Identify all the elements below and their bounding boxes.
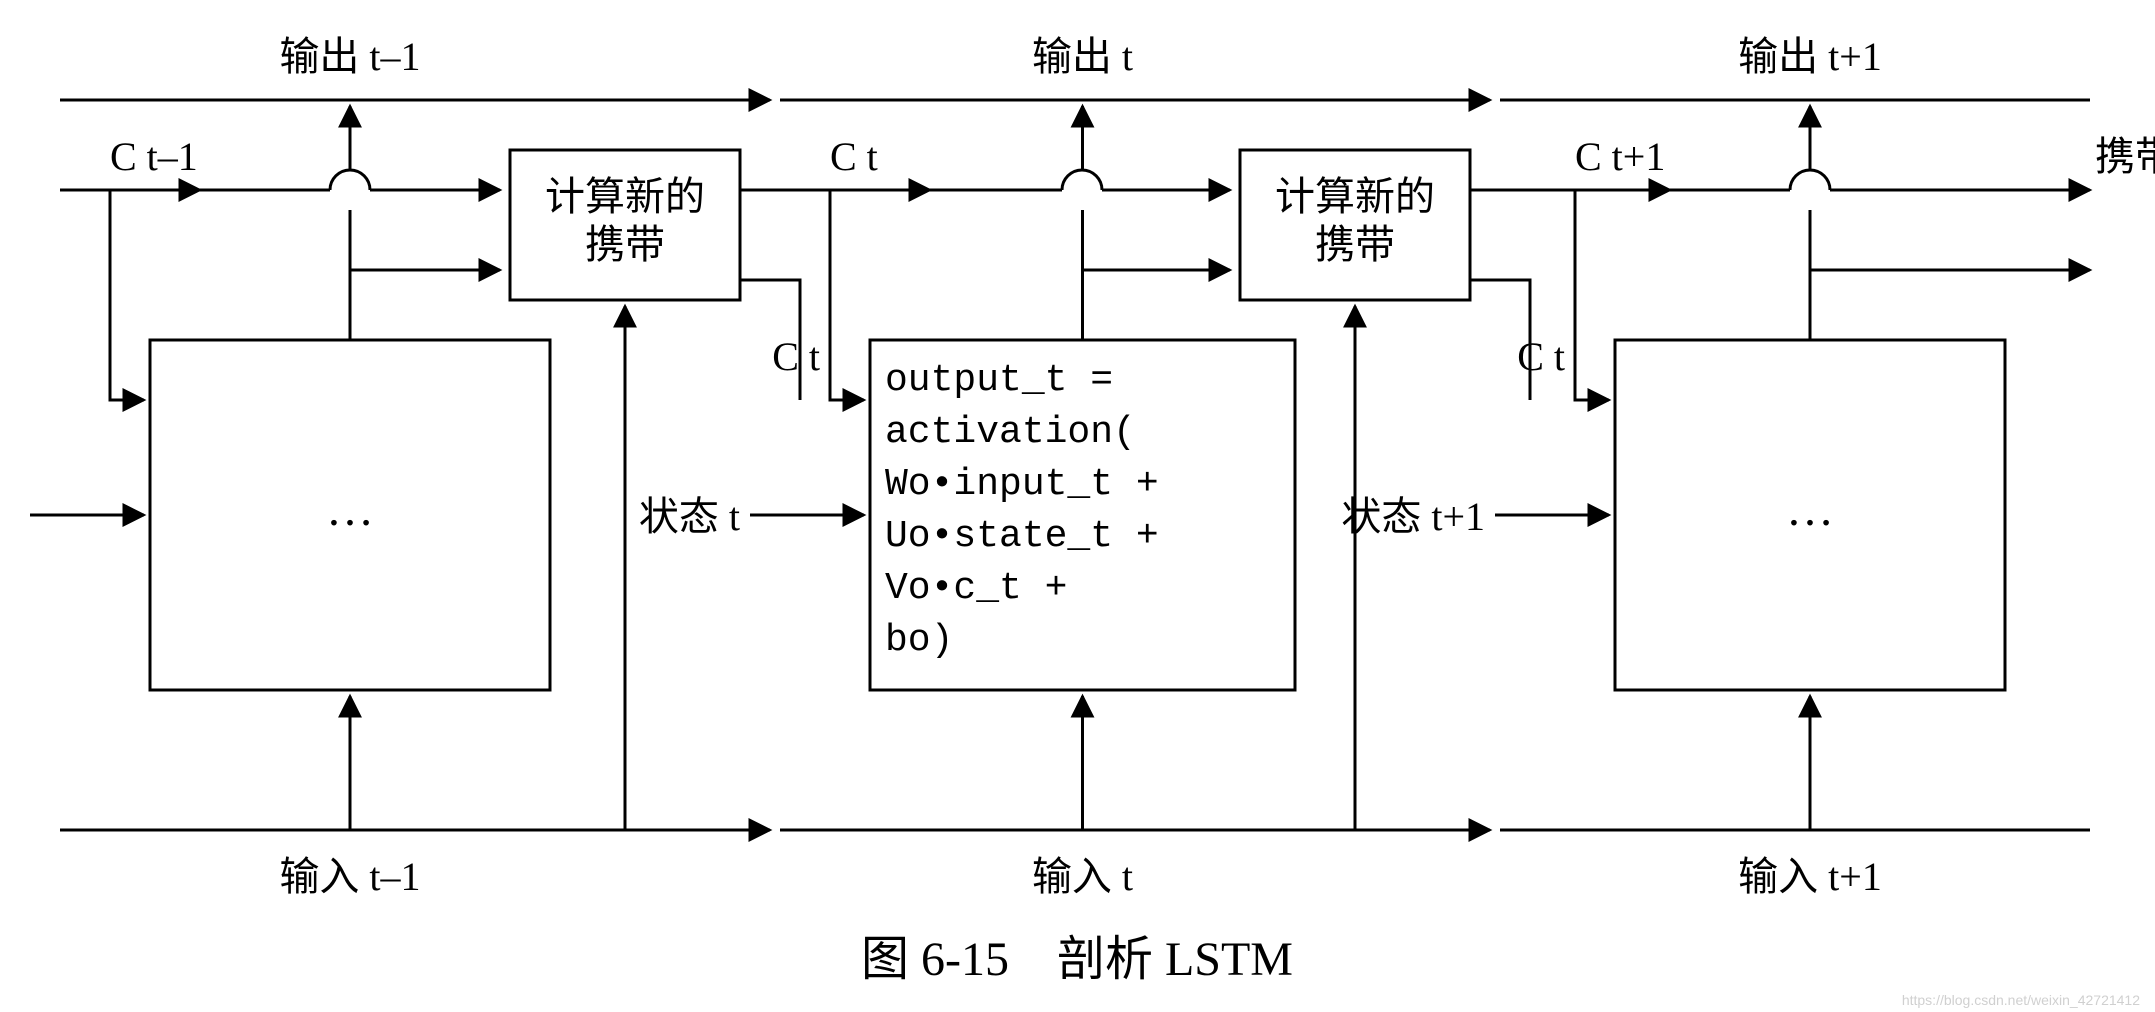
carry-trunk: 携带轨道 [60, 134, 2155, 190]
cell-code-line: Wo•input_t + [885, 463, 1159, 506]
carry-box-label: 计算新的 [1275, 174, 1435, 219]
carry-box-label: 携带 [1315, 222, 1395, 267]
carry-left-label-t: C t [830, 134, 878, 179]
ct-into-cell-label-tp1: C t [1517, 334, 1565, 379]
carry-left-label-tp1: C t+1 [1575, 134, 1665, 179]
output-label-tp1: 输出 t+1 [1738, 34, 1882, 79]
input-label-tp1: 输入 t+1 [1738, 854, 1882, 899]
cell-code-line: Vo•c_t + [885, 567, 1067, 610]
state-label-tp1: 状态 t+1 [1341, 494, 1485, 539]
carry-left-label-tm1: C t‒1 [110, 134, 198, 179]
carry-track-label: 携带轨道 [2095, 134, 2155, 179]
ct-into-cell-label-t: C t [772, 334, 820, 379]
output-label-t: 输出 t [1032, 34, 1133, 79]
output-label-tm1: 输出 t‒1 [279, 34, 420, 79]
cell-code-line: output_t = [885, 359, 1113, 402]
cell-code-line: bo) [885, 619, 953, 662]
carry-into-cell [1575, 190, 1609, 400]
cell-ellipsis-tm1: … [326, 483, 374, 536]
carry-into-cell [830, 190, 864, 400]
watermark: https://blog.csdn.net/weixin_42721412 [1902, 992, 2140, 1008]
cell-code-line: Uo•state_t + [885, 515, 1159, 558]
input-label-t: 输入 t [1032, 854, 1133, 899]
input-label-tm1: 输入 t‒1 [279, 854, 420, 899]
lstm-diagram: 携带轨道 …计算新的携带输出 t‒1输入 t‒1C t‒1output_t = … [0, 0, 2155, 1012]
carry-box-label: 计算新的 [545, 174, 705, 219]
cell-code-line: activation( [885, 411, 1136, 454]
state-label-t: 状态 t [639, 494, 740, 539]
carry-box-label: 携带 [585, 222, 665, 267]
carry-into-cell [110, 190, 144, 400]
figure-caption: 图 6-15 剖析 LSTM [861, 933, 1293, 986]
cell-ellipsis-tp1: … [1786, 483, 1834, 536]
